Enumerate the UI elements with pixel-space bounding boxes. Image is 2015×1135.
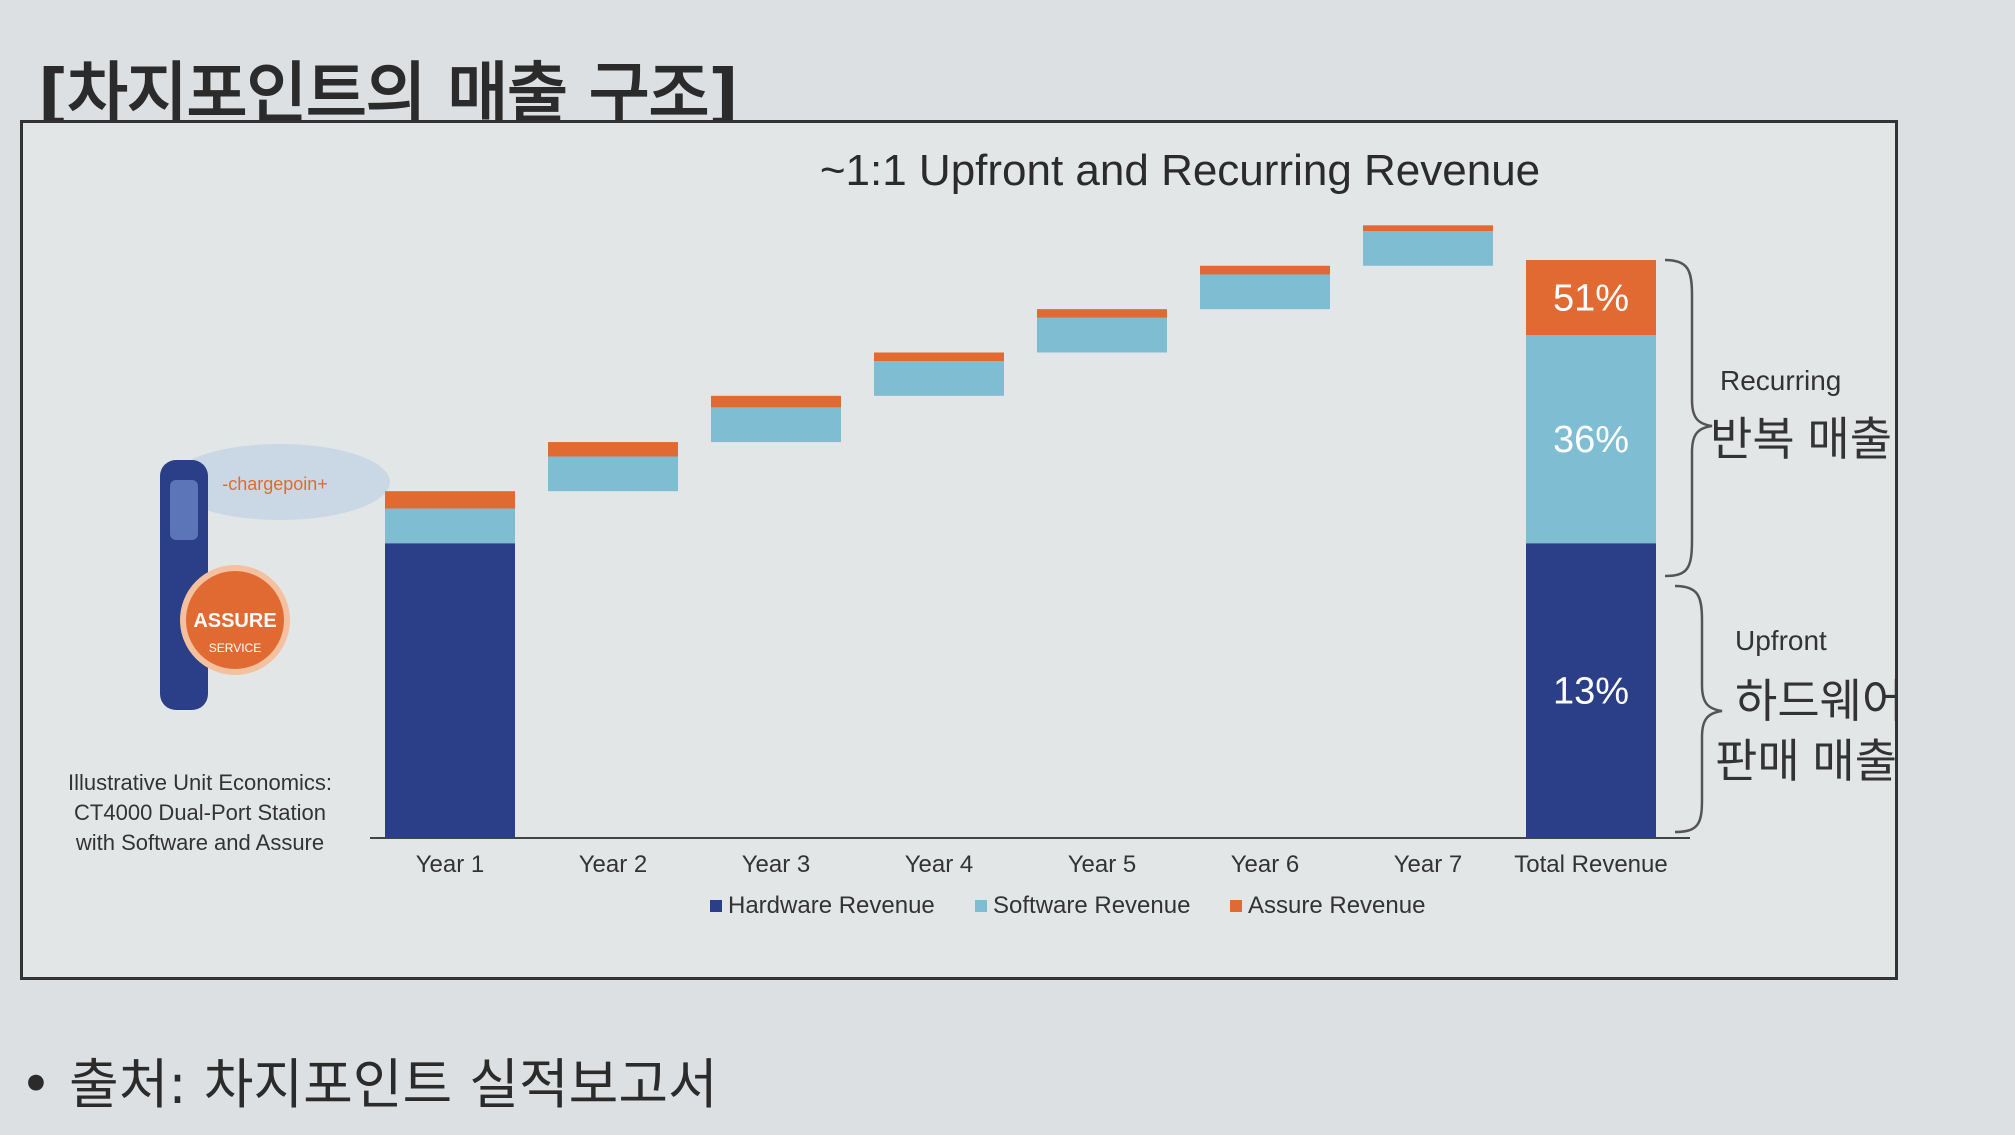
bar-software-revenue-6 xyxy=(1200,274,1330,310)
bar-software-revenue-4 xyxy=(874,361,1004,396)
x-tick-labels: Year 1 Year 2 Year 3 Year 4 Year 5 Year 6 Year… xyxy=(416,851,1668,878)
upfront-label-ko-2: 판매 매출 xyxy=(1715,735,1897,787)
chart-title: ~1:1 Upfront and Recurring Revenue xyxy=(820,146,1540,195)
total-segment-label-3: 51% xyxy=(1553,278,1629,320)
legend-swatch xyxy=(1230,900,1242,912)
station-screen-icon xyxy=(170,480,198,540)
product-illustration: -chargepoin+ ASSURE SERVICE xyxy=(160,444,390,710)
bar-assure-revenue-7 xyxy=(1363,225,1493,232)
total-segment-label-1: 13% xyxy=(1553,671,1629,713)
x-tick-label: Total Revenue xyxy=(1514,851,1667,878)
caption-line-2: CT4000 Dual-Port Station xyxy=(74,800,326,825)
legend-label: Hardware Revenue xyxy=(728,892,935,919)
x-tick-label: Year 6 xyxy=(1231,851,1300,878)
chart: ~1:1 Upfront and Recurring Revenue -char… xyxy=(68,146,1898,919)
caption-line-1: Illustrative Unit Economics: xyxy=(68,770,332,795)
source-note: • 출처: 차지포인트 실적보고서 xyxy=(20,1053,718,1116)
upfront-brace-icon xyxy=(1674,584,1723,834)
bars: 13% 36% 51% xyxy=(385,225,1656,838)
caption-line-3: with Software and Assure xyxy=(75,830,324,855)
x-tick-label: Year 1 xyxy=(416,851,485,878)
x-tick-label: Year 2 xyxy=(579,851,648,878)
chargepoint-logo: -chargepoin+ xyxy=(222,474,328,494)
legend-swatch xyxy=(975,900,987,912)
bar-software-revenue-5 xyxy=(1037,317,1167,353)
product-caption: Illustrative Unit Economics: CT4000 Dual… xyxy=(68,770,332,855)
x-tick-label: Year 4 xyxy=(905,851,974,878)
bar-assure-revenue-3 xyxy=(711,395,841,408)
bar-hardware-revenue-8 xyxy=(1526,543,1656,838)
page-title: [차지포인트의 매출 구조] xyxy=(38,55,738,132)
bar-software-revenue-3 xyxy=(711,407,841,443)
recurring-label-en: Recurring xyxy=(1720,365,1841,396)
assure-badge-subtext: SERVICE xyxy=(209,641,261,655)
bar-assure-revenue-2 xyxy=(548,442,678,457)
bar-assure-revenue-1 xyxy=(385,491,515,509)
assure-badge-icon xyxy=(180,565,290,675)
bar-hardware-revenue-1 xyxy=(385,543,515,838)
upfront-label-ko-1: 하드웨어 xyxy=(1735,675,1898,727)
recurring-brace-icon xyxy=(1664,258,1713,578)
upfront-label-en: Upfront xyxy=(1735,625,1827,656)
legend: Hardware Revenue Software Revenue Assure R… xyxy=(710,892,1425,919)
legend-label: Software Revenue xyxy=(993,892,1190,919)
x-tick-label: Year 5 xyxy=(1068,851,1137,878)
x-tick-label: Year 7 xyxy=(1394,851,1463,878)
bar-assure-revenue-8 xyxy=(1526,260,1656,336)
legend-label: Assure Revenue xyxy=(1248,892,1425,919)
recurring-label-ko: 반복 매출 xyxy=(1710,413,1892,465)
bar-assure-revenue-4 xyxy=(874,352,1004,362)
assure-badge-text: ASSURE xyxy=(193,610,276,632)
bar-software-revenue-8 xyxy=(1526,335,1656,544)
total-segment-label-2: 36% xyxy=(1553,419,1629,461)
bar-assure-revenue-6 xyxy=(1200,265,1330,275)
legend-swatch xyxy=(710,900,722,912)
bar-software-revenue-2 xyxy=(548,456,678,492)
bar-software-revenue-1 xyxy=(385,508,515,544)
bar-software-revenue-7 xyxy=(1363,231,1493,266)
bar-assure-revenue-5 xyxy=(1037,309,1167,318)
cloud-shape xyxy=(170,444,390,520)
x-tick-label: Year 3 xyxy=(742,851,811,878)
